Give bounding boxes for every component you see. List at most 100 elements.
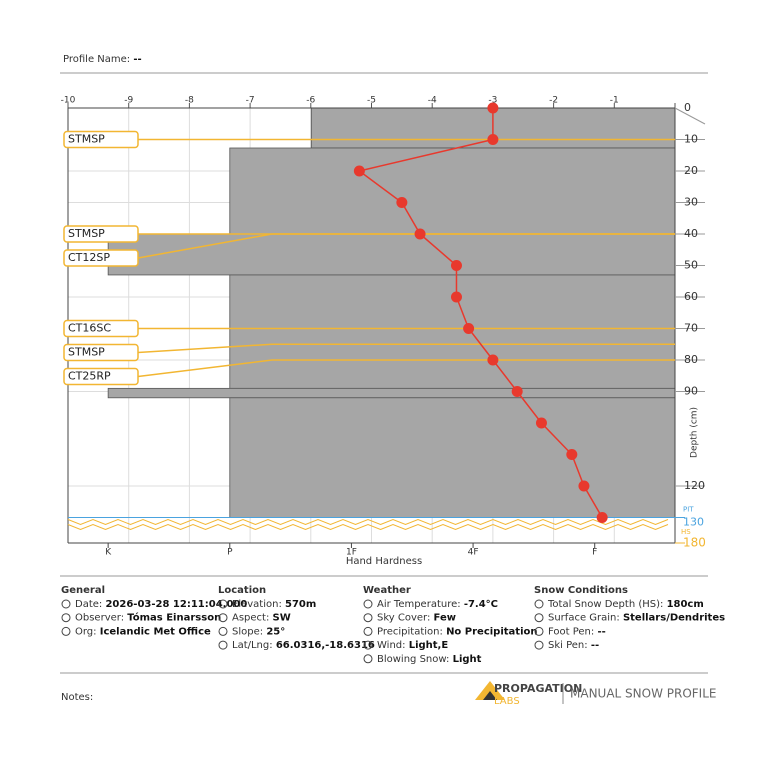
x-tick-label: -5: [367, 96, 376, 106]
temperature-point: [578, 480, 590, 492]
info-item: Air Temperature: -7.4°C: [377, 599, 498, 610]
temperature-point: [487, 354, 499, 366]
temperature-point: [487, 102, 499, 114]
x-tick-label: -1: [610, 96, 619, 106]
temperature-point: [353, 165, 365, 177]
hardness-tick-label: P: [227, 548, 233, 558]
test-label: STMSP: [68, 227, 105, 240]
item-icon: [218, 640, 228, 650]
item-value: 570m: [285, 599, 316, 610]
item-value: 66.0316,-18.6316: [276, 640, 375, 651]
test-label: CT12SP: [68, 251, 110, 264]
temperature-point: [596, 512, 608, 523]
hardness-tick-label: 1F: [346, 548, 357, 558]
x-tick-label: -4: [428, 96, 437, 106]
test-box: [63, 225, 139, 243]
info-item: Org: Icelandic Met Office: [75, 626, 211, 637]
info-item: Precipitation: No Precipitation: [377, 626, 538, 637]
item-icon: [61, 613, 71, 623]
item-label: Aspect:: [232, 613, 269, 624]
chart: -10 -9 -8 -7 -6 -5 -4 -3 -2 -10102030405060708090…: [61, 96, 706, 568]
x-tick-label: -9: [124, 96, 133, 106]
hardness-axis-label: Hand Hardness: [346, 556, 422, 567]
test-label: STMSP: [68, 133, 105, 146]
item-value: Few: [434, 613, 456, 624]
item-label: Date:: [75, 599, 102, 610]
item-value: 180cm: [667, 599, 704, 610]
section-title: General: [61, 585, 105, 596]
item-label: Elevation:: [232, 599, 282, 610]
item-icon: [363, 654, 373, 664]
item-value: Stellars/Dendrites: [623, 613, 725, 624]
x-tick-label: -7: [246, 96, 255, 106]
x-tick-label: -2: [549, 96, 558, 106]
info-item: Aspect: SW: [232, 613, 291, 624]
info-item: Total Snow Depth (HS): 180cm: [547, 599, 704, 610]
y-tick: [674, 107, 706, 125]
hardness-tick-label: F: [592, 548, 597, 558]
logo-text: LABS: [494, 696, 520, 707]
profile-value: --: [133, 54, 141, 65]
layer: [229, 147, 676, 235]
item-label: Ski Pen:: [548, 640, 588, 651]
item-value: Light,E: [409, 640, 449, 651]
test-box: [63, 319, 139, 338]
item-label: Sky Cover:: [377, 613, 430, 624]
item-value: No Precipitation: [446, 626, 537, 637]
item-label: Slope:: [232, 626, 263, 637]
item-label: Lat/Lng:: [232, 640, 273, 651]
y-tick-label: 60: [684, 290, 698, 303]
test-line: [137, 359, 675, 378]
test-label: CT16SC: [68, 322, 111, 335]
y-tick-label: 90: [684, 385, 698, 398]
test-label: CT25RP: [68, 370, 111, 383]
layer: [229, 397, 676, 518]
item-value: 25°: [266, 626, 285, 637]
hardness-tick-label: 4F: [468, 548, 479, 558]
logo-text: PROPAGATION: [494, 682, 582, 695]
item-value: Icelandic Met Office: [100, 626, 211, 637]
zigzag: [67, 518, 669, 526]
item-label: Precipitation:: [377, 626, 443, 637]
info: General Date: 2026-03-28 12:11:04.000 Obse…: [61, 585, 725, 665]
item-label: Org:: [75, 626, 97, 637]
test-line: [137, 233, 675, 259]
item-icon: [218, 626, 228, 636]
section-title: Location: [218, 585, 266, 596]
info-item: Slope: 25°: [232, 626, 285, 637]
item-icon: [61, 599, 71, 609]
profile-name: Profile Name: --: [63, 54, 142, 65]
test-box: [63, 130, 139, 149]
info-item: Blowing Snow: Light: [377, 654, 482, 665]
item-icon: [218, 613, 228, 623]
notes-label: Notes:: [61, 692, 93, 703]
y-tick-label: 50: [684, 259, 698, 272]
product-name: MANUAL SNOW PROFILE: [570, 687, 716, 701]
test-box: [63, 249, 139, 267]
item-icon: [363, 626, 373, 636]
info-item: Observer: Tómas Einarsson: [75, 612, 221, 624]
temperature-point: [487, 134, 499, 145]
zigzag: [67, 523, 669, 531]
info-item: Lat/Lng: 66.0316,-18.6316: [232, 640, 375, 651]
info-item: Ski Pen: --: [548, 640, 599, 651]
temperature-point: [566, 449, 578, 460]
y-tick-label: 70: [684, 322, 698, 335]
item-icon: [534, 640, 544, 650]
x-tick-label: -10: [61, 96, 76, 106]
y-tick-label: 80: [684, 353, 698, 366]
hs-label: HS: [681, 528, 691, 536]
y-tick-label: 40: [684, 227, 698, 240]
temperature-point: [450, 291, 462, 303]
info-item: Sky Cover: Few: [377, 613, 456, 624]
item-value: -7.4°C: [464, 599, 498, 610]
info-item: Surface Grain: Stellars/Dendrites: [548, 613, 725, 624]
x-tick-label: -8: [185, 96, 194, 106]
item-value: SW: [273, 613, 291, 624]
temperature-point: [463, 323, 475, 334]
info-item: Date: 2026-03-28 12:11:04.000: [75, 599, 247, 610]
y-tick-label: 0: [684, 101, 691, 114]
item-label: Wind:: [377, 640, 406, 651]
hardness-tick-label: K: [105, 548, 112, 558]
test-line: [137, 343, 675, 354]
